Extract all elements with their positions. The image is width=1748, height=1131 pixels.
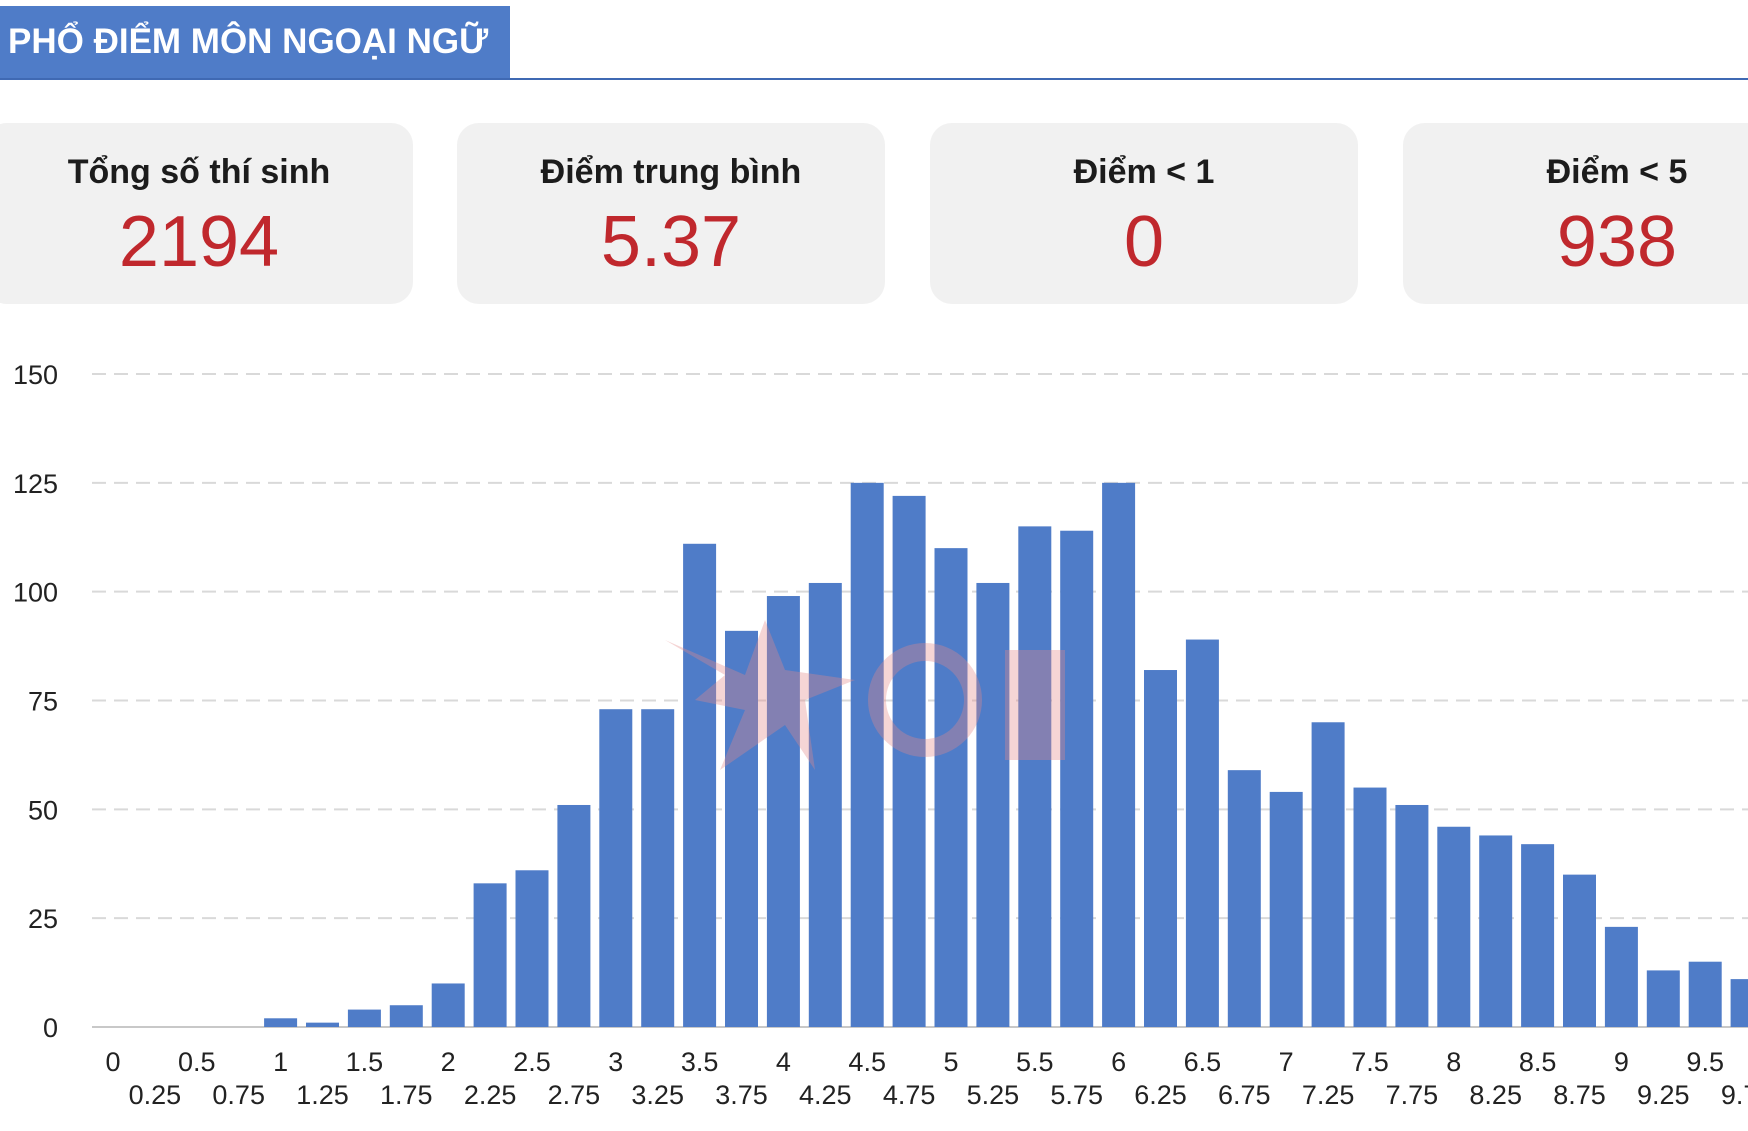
x-tick-label: 6.5 <box>1184 1047 1222 1077</box>
bar <box>1102 482 1136 1027</box>
page-title: PHỔ ĐIỂM MÔN NGOẠI NGỮ <box>0 6 510 78</box>
x-tick-label: 8.5 <box>1519 1047 1557 1077</box>
bar <box>473 883 507 1027</box>
stat-label: Điểm < 5 <box>1546 153 1688 191</box>
stat-value: 0 <box>1123 202 1165 282</box>
bar <box>766 596 800 1027</box>
bar <box>1730 979 1748 1027</box>
header-bar: PHỔ ĐIỂM MÔN NGOẠI NGỮ <box>0 0 1748 80</box>
stat-card-below-1: Điểm < 1 0 <box>930 123 1358 304</box>
bar <box>1646 970 1680 1027</box>
x-tick-label: 8.75 <box>1553 1080 1606 1110</box>
x-tick-label: 5 <box>943 1047 958 1077</box>
stat-card-average: Điểm trung bình 5.37 <box>457 123 885 304</box>
bar <box>1060 530 1094 1027</box>
x-tick-label: 0 <box>105 1047 120 1077</box>
bar <box>1144 670 1177 1027</box>
x-tick-label: 6 <box>1111 1047 1126 1077</box>
x-tick-label: 2.5 <box>513 1047 551 1077</box>
y-tick-label: 125 <box>13 469 58 499</box>
x-tick-label: 9 <box>1614 1047 1629 1077</box>
bar <box>1269 791 1303 1027</box>
x-tick-label: 3.75 <box>715 1080 768 1110</box>
bar <box>808 582 842 1027</box>
x-tick-label: 1.5 <box>346 1047 384 1077</box>
x-tick-label: 7.25 <box>1302 1080 1355 1110</box>
x-tick-label: 2.25 <box>464 1080 517 1110</box>
stat-label: Tổng số thí sinh <box>67 153 331 191</box>
bar <box>1563 874 1596 1027</box>
x-tick-label: 6.75 <box>1218 1080 1271 1110</box>
bar <box>347 1009 381 1027</box>
x-tick-label: 2.75 <box>548 1080 601 1110</box>
x-tick-label: 5.5 <box>1016 1047 1054 1077</box>
y-tick-label: 25 <box>28 904 58 934</box>
bar <box>1311 722 1345 1027</box>
watermark-logo <box>665 620 1065 770</box>
bar <box>1688 961 1722 1027</box>
x-tick-label: 4.5 <box>848 1047 886 1077</box>
bar <box>1395 804 1429 1027</box>
y-tick-label: 0 <box>43 1013 58 1043</box>
stat-card-total: Tổng số thí sinh 2194 <box>0 123 413 304</box>
x-tick-label: 1.75 <box>380 1080 433 1110</box>
x-tick-label: 4.75 <box>883 1080 936 1110</box>
x-tick-label: 7.5 <box>1351 1047 1389 1077</box>
bar <box>1437 826 1471 1027</box>
score-distribution-chart: 025507510012515000.250.50.7511.251.51.75… <box>13 360 1748 1110</box>
x-tick-label: 4 <box>776 1047 791 1077</box>
x-tick-label: 0.75 <box>212 1080 265 1110</box>
x-tick-label: 3 <box>608 1047 623 1077</box>
x-tick-label: 0.5 <box>178 1047 216 1077</box>
bar <box>1227 770 1261 1027</box>
x-tick-label: 9.75 <box>1721 1080 1748 1110</box>
x-tick-label: 7.75 <box>1386 1080 1439 1110</box>
x-tick-label: 1 <box>273 1047 288 1077</box>
bar <box>683 543 717 1027</box>
bar <box>1018 526 1052 1027</box>
y-tick-label: 75 <box>28 687 58 717</box>
y-tick-label: 150 <box>13 360 58 390</box>
bar <box>1185 639 1219 1027</box>
bar <box>515 870 549 1027</box>
stat-card-below-5: Điểm < 5 938 <box>1403 123 1748 304</box>
stat-value: 5.37 <box>600 202 742 282</box>
bar <box>599 709 633 1027</box>
bar <box>264 1018 298 1027</box>
x-tick-label: 1.25 <box>296 1080 349 1110</box>
x-tick-label: 6.25 <box>1134 1080 1187 1110</box>
bar <box>892 495 926 1027</box>
bar <box>1604 926 1638 1027</box>
x-tick-label: 7 <box>1279 1047 1294 1077</box>
x-tick-label: 5.75 <box>1050 1080 1103 1110</box>
x-tick-label: 9.5 <box>1686 1047 1724 1077</box>
bar <box>1353 787 1387 1027</box>
bar <box>431 983 465 1027</box>
y-tick-label: 100 <box>13 578 58 608</box>
bar <box>306 1022 339 1027</box>
x-tick-label: 0.25 <box>129 1080 182 1110</box>
x-tick-label: 4.25 <box>799 1080 852 1110</box>
bar <box>389 1005 423 1027</box>
bar <box>850 482 884 1027</box>
bar <box>725 630 758 1027</box>
x-tick-label: 3.5 <box>681 1047 719 1077</box>
stat-label: Điểm trung bình <box>540 153 802 191</box>
bar <box>557 804 591 1027</box>
bar <box>1479 835 1513 1027</box>
bar <box>1521 844 1555 1027</box>
x-tick-label: 8 <box>1446 1047 1461 1077</box>
x-tick-label: 9.25 <box>1637 1080 1690 1110</box>
y-tick-label: 50 <box>28 795 58 825</box>
x-tick-label: 3.25 <box>631 1080 684 1110</box>
bar <box>934 548 968 1027</box>
x-tick-label: 8.25 <box>1469 1080 1522 1110</box>
bar <box>976 582 1010 1027</box>
stat-value: 938 <box>1556 202 1678 282</box>
x-tick-label: 5.25 <box>967 1080 1020 1110</box>
x-tick-label: 2 <box>441 1047 456 1077</box>
bar <box>641 709 675 1027</box>
stat-label: Điểm < 1 <box>1073 153 1215 191</box>
stat-value: 2194 <box>118 202 280 282</box>
